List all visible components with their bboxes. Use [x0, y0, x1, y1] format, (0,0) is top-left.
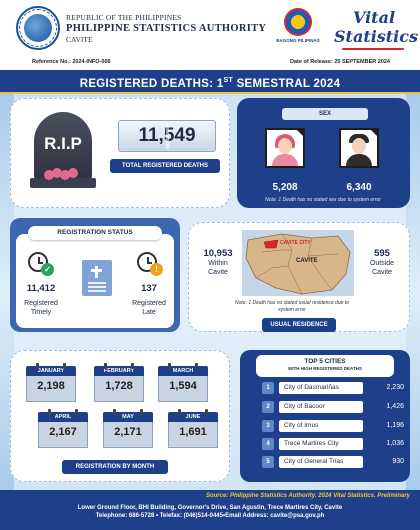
tombstone-icon: R.I.P	[30, 112, 96, 188]
header-text: REPUBLIC OF THE PHILIPPINES PHILIPPINE S…	[66, 13, 266, 44]
vital-statistics-title: Vital Statistics	[334, 8, 419, 50]
registration-by-month-label: REGISTRATION BY MONTH	[62, 460, 168, 474]
female-portrait-icon	[265, 128, 305, 168]
top-cities-title: TOP 5 CITIES	[304, 358, 346, 365]
sex-title: SEX	[282, 108, 368, 120]
footer: Source: Philippine Statistics Authority.…	[0, 490, 420, 530]
clock-check-icon: ✓	[28, 252, 54, 276]
female-count: 5,208	[272, 182, 298, 193]
month-calendar-april: APRIL 2,167	[38, 409, 88, 448]
bagong-pilipinas-logo: BAGONG PILIPINAS	[276, 8, 320, 48]
province-name: CAVITE	[66, 35, 93, 44]
usual-residence-label: USUAL RESIDENCE	[262, 318, 336, 332]
svg-text:CAVITE: CAVITE	[296, 258, 318, 264]
city-row: 1 City of Dasmariñas 2,230	[262, 382, 404, 394]
office-address: Lower Ground Floor, BHI Building, Govern…	[77, 505, 343, 519]
svg-text:CAVITE CITY: CAVITE CITY	[280, 240, 311, 246]
city-row: 4 Trece Martires City 1,036	[262, 438, 404, 450]
reference-bar: Reference No.: 2024-INFO-006 Date of Rel…	[0, 56, 420, 68]
top-cities-subtitle: WITH HIGH REGISTERED DEATHS	[288, 366, 362, 371]
psa-seal-logo	[16, 6, 60, 50]
total-deaths-value: 11,549	[118, 120, 216, 152]
agency-name: PHILIPPINE STATISTICS AUTHORITY	[66, 23, 267, 34]
timely-label: Registered Timely	[24, 300, 58, 316]
cavite-map: CAVITE CITY CAVITE	[242, 230, 354, 296]
late-count: 137	[141, 283, 157, 294]
city-row: 5 City of General Trias 930	[262, 456, 404, 468]
sex-note: Note: 1 Death has no stated sex due to s…	[265, 197, 381, 203]
city-row: 3 City of Imus 1,196	[262, 420, 404, 432]
male-portrait-icon	[339, 128, 379, 168]
source-note: Source: Philippine Statistics Authority.…	[205, 493, 410, 499]
timely-count: 11,412	[26, 283, 56, 294]
clock-warning-icon: !	[137, 252, 163, 276]
release-date: Date of Release: 25 SEPTEMBER 2024	[290, 59, 390, 65]
vital-line-2: Statistics	[334, 27, 419, 46]
within-cavite-label: Within Cavite	[208, 260, 228, 276]
late-label: Registered Late	[132, 300, 166, 316]
month-calendar-march: MARCH 1,594	[158, 363, 208, 402]
top-cities-header: TOP 5 CITIES WITH HIGH REGISTERED DEATHS	[256, 355, 394, 377]
reference-number: Reference No.: 2024-INFO-006	[32, 59, 111, 65]
city-row: 2 City of Bacoor 1,426	[262, 401, 404, 413]
within-cavite-count: 10,953	[203, 248, 233, 259]
death-certificate-icon	[82, 260, 112, 296]
republic-text: REPUBLIC OF THE PHILIPPINES	[66, 13, 182, 22]
page-title: REGISTERED DEATHS: 1ST SEMESTRAL 2024	[0, 70, 420, 94]
residence-note: Note: 1 Death has no stated usual reside…	[235, 300, 349, 313]
vital-line-1: Vital	[352, 8, 396, 27]
header: REPUBLIC OF THE PHILIPPINES PHILIPPINE S…	[0, 0, 420, 56]
outside-cavite-count: 595	[374, 248, 390, 259]
month-calendar-may: MAY 2,171	[103, 409, 153, 448]
registration-status-title: REGISTRATION STATUS	[28, 226, 162, 240]
month-calendar-february: FEBRUARY 1,728	[94, 363, 144, 402]
total-deaths-label: TOTAL REGISTERED DEATHS	[110, 159, 220, 173]
male-count: 6,340	[346, 182, 372, 193]
outside-cavite-label: Outside Cavite	[369, 260, 395, 276]
month-calendar-june: JUNE 1,691	[168, 409, 218, 448]
month-calendar-january: JANUARY 2,198	[26, 363, 76, 402]
